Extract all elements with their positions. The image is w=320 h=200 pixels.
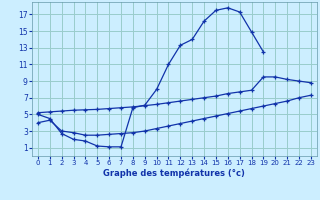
- X-axis label: Graphe des températures (°c): Graphe des températures (°c): [103, 169, 245, 178]
